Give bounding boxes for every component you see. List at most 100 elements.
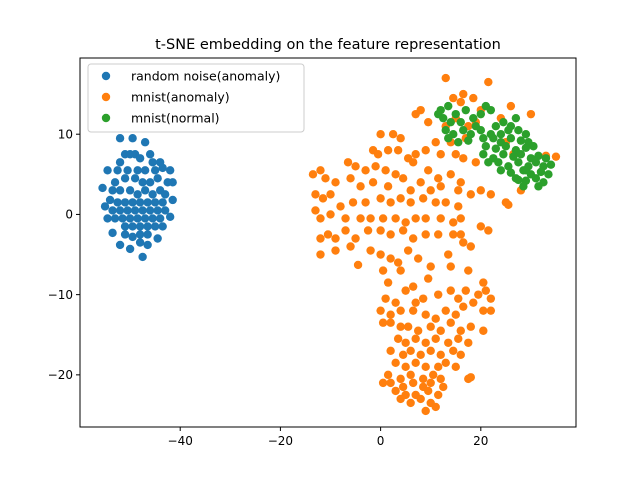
data-point xyxy=(516,136,526,145)
data-point xyxy=(541,154,551,163)
data-point xyxy=(366,214,375,223)
data-point xyxy=(105,195,115,205)
data-point xyxy=(353,260,363,270)
data-point xyxy=(519,182,528,191)
data-point xyxy=(138,206,147,215)
data-point xyxy=(436,326,445,335)
legend-box xyxy=(87,63,305,133)
data-point xyxy=(123,166,132,175)
data-point xyxy=(371,162,380,171)
data-point xyxy=(145,178,155,187)
data-point xyxy=(486,294,496,303)
data-point xyxy=(551,152,561,161)
data-point xyxy=(130,206,140,215)
data-point xyxy=(504,162,513,171)
data-point xyxy=(148,158,157,167)
data-point xyxy=(474,290,483,299)
data-point xyxy=(486,306,496,315)
data-point xyxy=(461,286,470,295)
legend-marker xyxy=(101,92,111,102)
data-point xyxy=(449,93,458,103)
data-point xyxy=(386,198,395,207)
data-point xyxy=(449,230,458,239)
data-point xyxy=(424,117,433,127)
data-point xyxy=(491,144,501,153)
data-point xyxy=(326,210,335,219)
data-point xyxy=(316,234,325,243)
plot-frame xyxy=(79,57,577,428)
data-point xyxy=(451,310,460,319)
data-point xyxy=(133,190,142,199)
data-point xyxy=(378,318,388,327)
data-point xyxy=(451,109,460,119)
data-point xyxy=(396,306,405,315)
data-point xyxy=(499,117,508,127)
data-point xyxy=(108,228,117,238)
data-point xyxy=(536,167,546,177)
x-tick-label: 20 xyxy=(473,434,488,448)
x-tick-label: −40 xyxy=(168,434,193,448)
data-point xyxy=(383,182,393,191)
data-point xyxy=(331,178,340,187)
data-point xyxy=(155,214,165,223)
data-point xyxy=(133,214,142,223)
data-point xyxy=(544,170,553,179)
data-point xyxy=(481,286,491,295)
data-point xyxy=(363,226,373,235)
data-point xyxy=(386,230,395,239)
data-point xyxy=(456,178,465,187)
data-point xyxy=(361,198,370,207)
data-point xyxy=(416,178,425,187)
data-point xyxy=(376,226,385,235)
data-point xyxy=(491,121,501,131)
data-point xyxy=(115,206,125,215)
x-tick-label: −20 xyxy=(268,434,293,448)
data-point xyxy=(418,194,428,203)
data-point xyxy=(383,278,393,287)
data-point xyxy=(434,174,443,183)
data-point xyxy=(318,194,328,203)
data-point xyxy=(459,126,468,135)
data-point xyxy=(521,166,531,175)
data-point xyxy=(378,378,388,388)
data-point xyxy=(479,278,488,287)
data-point xyxy=(316,214,325,223)
data-point xyxy=(416,105,425,115)
data-point xyxy=(454,186,463,195)
data-point xyxy=(381,166,390,175)
data-point xyxy=(406,370,415,380)
data-point xyxy=(441,73,450,83)
data-point xyxy=(436,150,445,159)
data-point xyxy=(391,170,400,179)
data-point xyxy=(120,174,130,183)
data-point xyxy=(356,214,365,223)
data-point xyxy=(421,310,430,319)
data-point xyxy=(504,126,513,135)
x-tick-label: 0 xyxy=(377,434,385,448)
data-point xyxy=(431,198,440,207)
data-point xyxy=(386,254,395,263)
data-point xyxy=(398,382,408,392)
data-point xyxy=(386,310,395,319)
data-point xyxy=(376,130,385,139)
data-point xyxy=(449,346,458,355)
data-point xyxy=(464,266,473,275)
data-point xyxy=(398,226,408,235)
data-point xyxy=(411,150,420,159)
data-point xyxy=(416,350,425,359)
data-point xyxy=(115,158,125,167)
data-point xyxy=(160,190,170,199)
data-point xyxy=(424,274,433,283)
data-point xyxy=(396,266,405,275)
data-point xyxy=(451,362,460,372)
data-point xyxy=(426,262,435,271)
data-point xyxy=(431,314,440,323)
data-point xyxy=(378,214,388,223)
points-layer xyxy=(98,73,561,416)
data-point xyxy=(118,214,127,223)
data-point xyxy=(499,150,508,159)
data-point xyxy=(434,230,443,239)
data-point xyxy=(408,234,418,243)
data-point xyxy=(506,134,516,143)
data-point xyxy=(446,170,455,179)
